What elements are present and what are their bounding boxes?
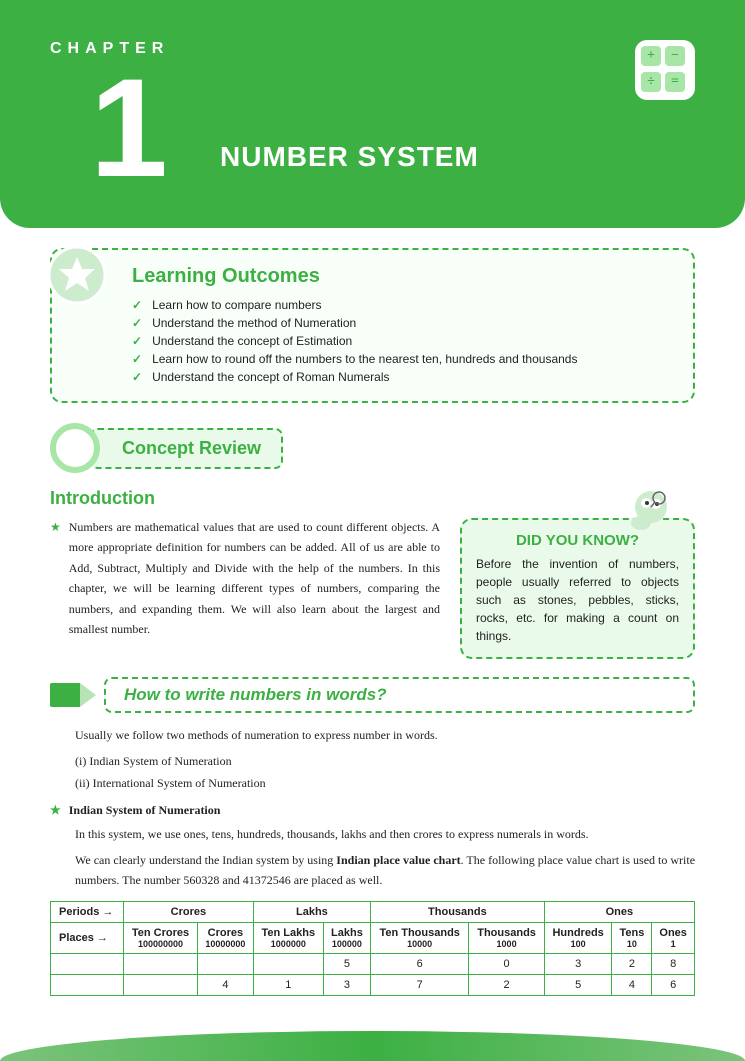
table-cell: 2 (469, 974, 544, 995)
place-header: Tens10 (612, 922, 652, 953)
table-cell: 5 (323, 953, 370, 974)
introduction-column: Introduction Numbers are mathematical va… (50, 488, 440, 639)
table-cell: 4 (197, 974, 253, 995)
introduction-title: Introduction (50, 488, 440, 509)
howto-title: How to write numbers in words? (104, 677, 695, 713)
did-you-know-box: DID YOU KNOW? Before the invention of nu… (460, 518, 695, 659)
learning-outcomes-box: Learning Outcomes Learn how to compare n… (50, 248, 695, 403)
place-header: Hundreds100 (544, 922, 612, 953)
ring-icon (50, 423, 100, 473)
place-header: Ten Lakhs1000000 (253, 922, 323, 953)
howto-header: How to write numbers in words? (50, 677, 695, 713)
method-item: (i) Indian System of Numeration (75, 751, 695, 773)
table-cell: 3 (544, 953, 612, 974)
outcome-item: Learn how to round off the numbers to th… (132, 350, 673, 368)
table-row: Places → Ten Crores100000000 Crores10000… (51, 922, 695, 953)
outcomes-title: Learning Outcomes (132, 265, 673, 288)
table-cell (253, 953, 323, 974)
wave-footer (0, 1031, 745, 1061)
method-item: (ii) International System of Numeration (75, 773, 695, 795)
outcomes-list: Learn how to compare numbers Understand … (132, 296, 673, 386)
star-badge-icon (47, 245, 107, 305)
period-header: Thousands (371, 901, 545, 922)
calc-minus-icon: − (665, 46, 685, 66)
table-row: 5 6 0 3 2 8 (51, 953, 695, 974)
chapter-number: 1 (90, 58, 695, 198)
concept-review-title: Concept Review (90, 428, 283, 469)
concept-review-header: Concept Review (50, 423, 695, 473)
calc-divide-icon: ÷ (641, 72, 661, 92)
periods-label: Periods → (51, 901, 124, 922)
table-cell: 5 (544, 974, 612, 995)
place-header: Lakhs100000 (323, 922, 370, 953)
calc-equals-icon: = (665, 72, 685, 92)
place-header: Crores10000000 (197, 922, 253, 953)
places-label: Places → (51, 922, 124, 953)
worm-icon (623, 485, 673, 535)
table-cell (124, 953, 198, 974)
table-cell: 6 (652, 974, 695, 995)
table-cell (124, 974, 198, 995)
outcome-item: Understand the method of Numeration (132, 314, 673, 332)
table-cell: 6 (371, 953, 469, 974)
outcome-item: Understand the concept of Estimation (132, 332, 673, 350)
place-value-table: Periods → Crores Lakhs Thousands Ones Pl… (50, 901, 695, 996)
calculator-icon: + − ÷ = (635, 40, 695, 100)
table-cell: 7 (371, 974, 469, 995)
pencil-icon (50, 683, 96, 707)
indian-system-title: Indian System of Numeration (75, 803, 695, 818)
table-cell (197, 953, 253, 974)
chapter-title: NUMBER SYSTEM (220, 141, 479, 173)
howto-lead: Usually we follow two methods of numerat… (75, 725, 695, 745)
place-header: Thousands1000 (469, 922, 544, 953)
outcome-item: Learn how to compare numbers (132, 296, 673, 314)
dyk-text: Before the invention of numbers, people … (476, 555, 679, 645)
table-row: Periods → Crores Lakhs Thousands Ones (51, 901, 695, 922)
table-cell: 8 (652, 953, 695, 974)
indian-system-p2: We can clearly understand the Indian sys… (75, 850, 695, 891)
outcome-item: Understand the concept of Roman Numerals (132, 368, 673, 386)
table-cell: 3 (323, 974, 370, 995)
chapter-header: CHAPTER 1 NUMBER SYSTEM + − ÷ = (0, 0, 745, 228)
table-cell: 0 (469, 953, 544, 974)
period-header: Ones (544, 901, 694, 922)
place-header: Ten Crores100000000 (124, 922, 198, 953)
calc-plus-icon: + (641, 46, 661, 66)
place-header: Ones1 (652, 922, 695, 953)
period-header: Crores (124, 901, 254, 922)
table-row: 4 1 3 7 2 5 4 6 (51, 974, 695, 995)
place-header: Ten Thousands10000 (371, 922, 469, 953)
table-cell: 2 (612, 953, 652, 974)
page-content: Learning Outcomes Learn how to compare n… (0, 228, 745, 1016)
indian-system-p1: In this system, we use ones, tens, hundr… (75, 824, 695, 844)
intro-dyk-row: Introduction Numbers are mathematical va… (50, 488, 695, 659)
introduction-text: Numbers are mathematical values that are… (50, 517, 440, 639)
table-cell: 4 (612, 974, 652, 995)
period-header: Lakhs (253, 901, 370, 922)
numeration-methods-list: (i) Indian System of Numeration (ii) Int… (75, 751, 695, 794)
table-cell: 1 (253, 974, 323, 995)
